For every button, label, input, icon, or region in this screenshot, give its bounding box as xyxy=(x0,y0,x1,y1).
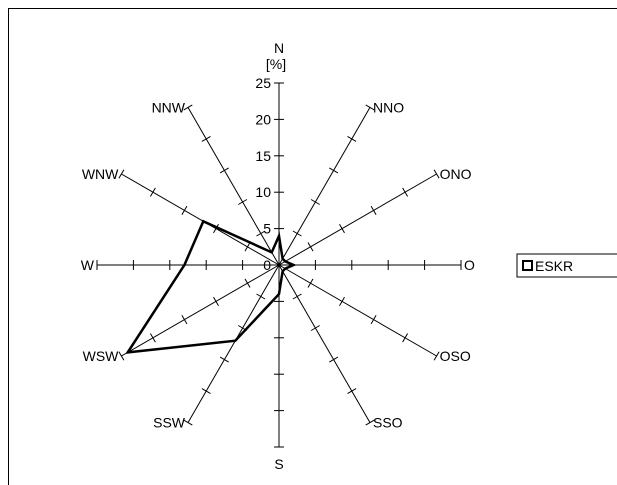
tick-label-25: 25 xyxy=(255,75,271,91)
direction-label-w: W xyxy=(81,257,95,273)
tick-label-10: 10 xyxy=(255,184,271,200)
direction-label-nnw: NNW xyxy=(152,99,186,115)
axis-nnw xyxy=(187,107,280,266)
axis-ssw xyxy=(187,264,280,423)
legend-swatch xyxy=(522,260,533,271)
labels-layer: [%] 0 5 10 15 20 25 N NNO ONO O OSO SSO S SSW WSW W WNW N… xyxy=(81,40,475,472)
tick-mark xyxy=(310,199,320,205)
tick-mark xyxy=(149,187,156,197)
tick-mark xyxy=(402,333,409,343)
tick-mark xyxy=(256,293,266,300)
direction-label-nno: NNO xyxy=(373,99,404,115)
tick-mark xyxy=(310,325,320,331)
tick-mark xyxy=(292,230,302,237)
tick-mark xyxy=(329,356,339,363)
tick-mark xyxy=(118,169,125,179)
axis-wsw xyxy=(121,264,280,357)
tick-label-5: 5 xyxy=(263,221,271,237)
axis-wnw xyxy=(121,173,280,266)
axis-sso xyxy=(278,264,371,423)
tick-mark xyxy=(329,167,339,174)
tick-mark xyxy=(365,419,375,426)
unit-label: [%] xyxy=(266,56,286,72)
frame-border-left xyxy=(8,8,9,485)
tick-mark xyxy=(292,293,302,300)
tick-mark xyxy=(256,230,266,237)
tick-mark xyxy=(213,296,219,306)
tick-mark xyxy=(307,278,314,288)
series-layer xyxy=(125,219,297,354)
axis-ono xyxy=(278,173,437,266)
tick-mark xyxy=(149,333,156,343)
tick-mark xyxy=(183,419,193,426)
tick-mark xyxy=(219,356,229,363)
direction-label-ono: ONO xyxy=(440,166,472,182)
direction-label-ssw: SSW xyxy=(153,415,186,431)
direction-label-n: N xyxy=(274,40,284,56)
tick-label-20: 20 xyxy=(255,111,271,127)
tick-mark xyxy=(365,104,375,111)
tick-mark xyxy=(118,351,125,361)
tick-mark xyxy=(213,224,219,234)
tick-mark xyxy=(347,135,357,142)
tick-label-15: 15 xyxy=(255,148,271,164)
direction-label-wnw: WNW xyxy=(82,166,119,182)
direction-label-wsw: WSW xyxy=(83,348,120,364)
tick-mark xyxy=(402,187,409,197)
tick-mark xyxy=(201,135,211,142)
tick-label-0: 0 xyxy=(263,257,271,273)
tick-mark xyxy=(244,242,251,252)
tick-mark xyxy=(181,315,188,325)
tick-mark xyxy=(370,205,377,215)
tick-mark xyxy=(433,351,440,361)
tick-mark xyxy=(238,199,248,205)
tick-mark xyxy=(219,167,229,174)
tick-mark xyxy=(370,315,377,325)
legend-label-eskr: ESKR xyxy=(535,258,573,274)
axis-oso xyxy=(278,264,437,357)
tick-mark xyxy=(433,169,440,179)
tick-mark xyxy=(181,205,188,215)
legend-box xyxy=(516,253,617,278)
tick-mark xyxy=(347,388,357,395)
direction-label-o: O xyxy=(464,257,475,273)
axes-layer xyxy=(96,82,462,448)
frame-border-top xyxy=(8,8,617,9)
tick-mark xyxy=(339,224,345,234)
direction-label-oso: OSO xyxy=(440,348,471,364)
series-line-eskr xyxy=(125,219,297,354)
direction-label-sso: SSO xyxy=(373,415,403,431)
tick-mark xyxy=(307,242,314,252)
legend: ESKR xyxy=(516,253,617,278)
tick-mark xyxy=(339,296,345,306)
tick-mark xyxy=(183,104,193,111)
direction-label-s: S xyxy=(274,456,283,472)
tick-mark xyxy=(201,388,211,395)
tick-mark xyxy=(244,278,251,288)
axis-nno xyxy=(278,107,371,266)
